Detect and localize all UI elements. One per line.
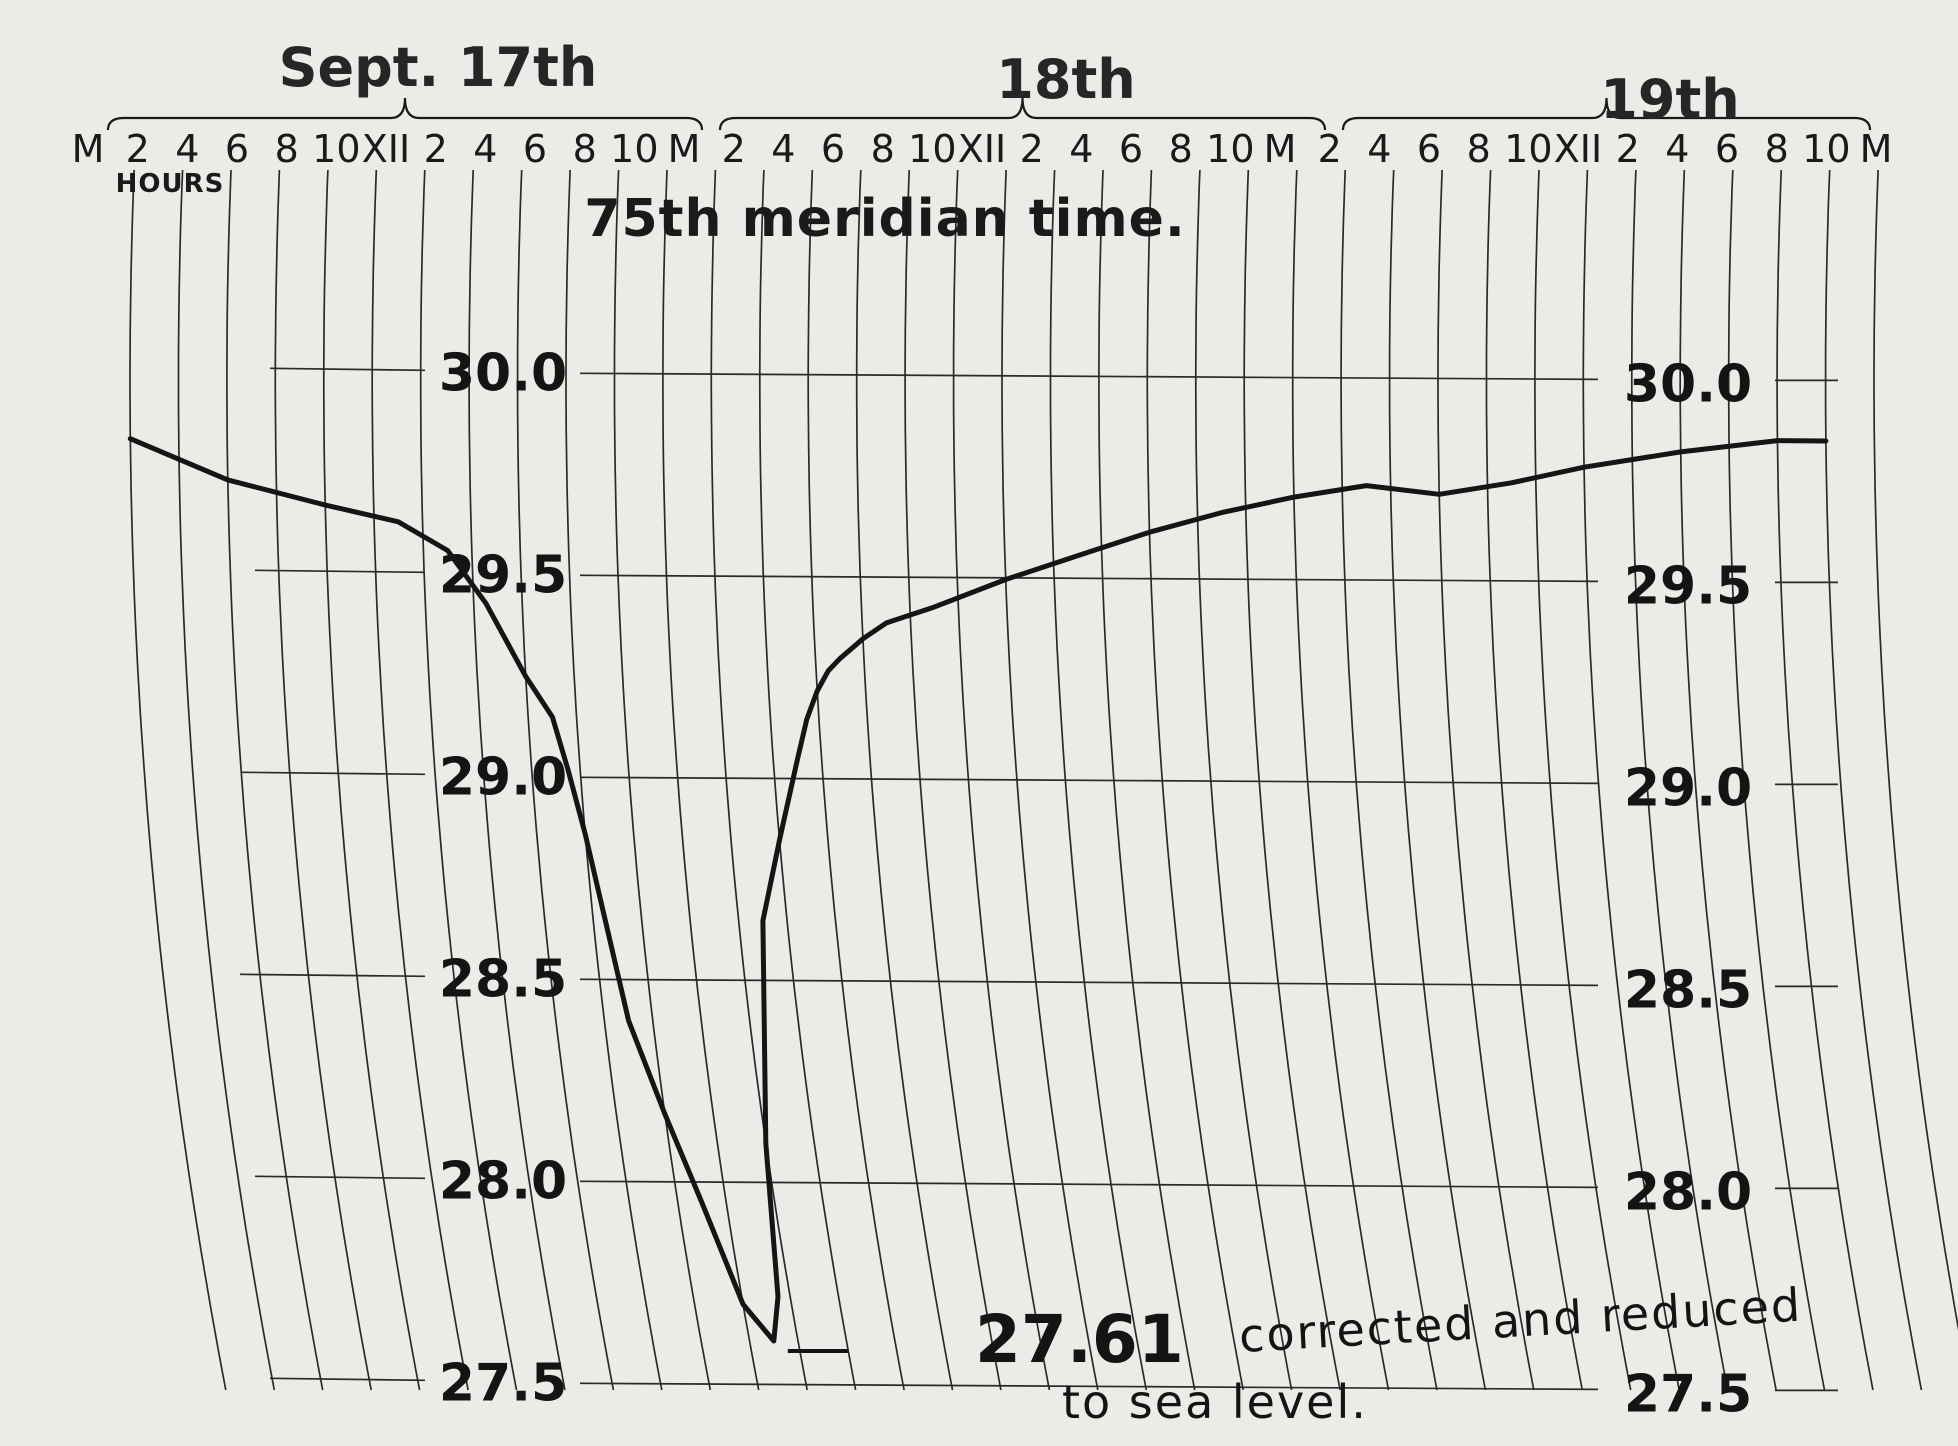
hour-label: 10 bbox=[610, 127, 658, 171]
pressure-gridline-30.0 bbox=[579, 372, 1599, 381]
y-tick-label-left: 28.0 bbox=[439, 1151, 567, 1211]
hour-label: 4 bbox=[473, 127, 497, 171]
hour-gridline-60 bbox=[1582, 169, 1681, 1391]
pressure-gridline-left-29.5 bbox=[254, 569, 426, 574]
y-tick-label-right: 27.5 bbox=[1624, 1364, 1752, 1424]
hour-gridline-12 bbox=[419, 169, 518, 1391]
hour-label: 2 bbox=[424, 127, 448, 171]
hour-gridline-46 bbox=[1243, 169, 1341, 1391]
hour-gridline-14 bbox=[468, 169, 566, 1391]
axis-labels: 27.5 27.5 28.0 28.0 28.5 28.5 29.0 29.0 29.5 29.5… bbox=[72, 36, 1893, 1424]
hour-gridline-2 bbox=[177, 169, 276, 1391]
grid bbox=[129, 169, 1958, 1392]
hour-label: 2 bbox=[1318, 127, 1342, 171]
hour-label: 4 bbox=[1069, 127, 1093, 171]
hour-label: 2 bbox=[1616, 127, 1640, 171]
hour-label: 4 bbox=[175, 127, 199, 171]
pressure-gridline-27.5 bbox=[579, 1382, 1599, 1391]
pressure-gridline-28.0 bbox=[579, 1180, 1599, 1189]
y-tick-label-right: 30.0 bbox=[1624, 354, 1752, 414]
hour-label: 8 bbox=[1467, 127, 1491, 171]
hour-gridline-70 bbox=[1824, 169, 1923, 1391]
hour-gridline-18 bbox=[565, 169, 663, 1391]
hour-gridline-26 bbox=[758, 169, 857, 1391]
day-label: 18th bbox=[996, 48, 1135, 111]
hour-gridline-72 bbox=[1873, 169, 1958, 1331]
hour-gridline-4 bbox=[226, 169, 324, 1391]
hour-label: XII bbox=[958, 127, 1006, 171]
y-tick-label-left: 30.0 bbox=[439, 343, 567, 403]
hour-label: 8 bbox=[275, 127, 299, 171]
y-tick-label-right: 28.0 bbox=[1624, 1162, 1752, 1222]
minimum-value-label: 27.61 bbox=[975, 1301, 1184, 1378]
x-axis-label: 75th meridian time. bbox=[584, 189, 1185, 249]
hour-label: 6 bbox=[1119, 127, 1143, 171]
hour-label: 8 bbox=[1169, 127, 1193, 171]
pressure-gridline-29.5 bbox=[579, 574, 1599, 583]
pressure-gridline-left-29.0 bbox=[241, 771, 426, 776]
pressure-gridline-left-27.5 bbox=[269, 1377, 426, 1382]
hour-gridline-16 bbox=[516, 169, 615, 1391]
hour-label: 6 bbox=[225, 127, 249, 171]
y-tick-label-left: 28.5 bbox=[439, 949, 567, 1009]
hour-gridline-0 bbox=[129, 169, 227, 1391]
day-brace bbox=[106, 97, 704, 131]
hour-gridline-64 bbox=[1679, 169, 1777, 1391]
hour-label: 10 bbox=[908, 127, 956, 171]
hour-label: 10 bbox=[1206, 127, 1254, 171]
hour-label: 6 bbox=[1715, 127, 1739, 171]
hour-label: M bbox=[1860, 127, 1893, 171]
y-tick-label-right: 28.5 bbox=[1624, 960, 1752, 1020]
hour-label: 2 bbox=[722, 127, 746, 171]
pressure-gridline-left-28.0 bbox=[254, 1175, 426, 1180]
hour-label: 6 bbox=[821, 127, 845, 171]
day-label: Sept. 17th bbox=[279, 36, 598, 99]
hour-label: 2 bbox=[126, 127, 150, 171]
y-tick-label-left: 29.0 bbox=[439, 747, 567, 807]
day-brace bbox=[1341, 97, 1872, 131]
y-tick-label-left: 29.5 bbox=[439, 545, 567, 605]
hour-gridline-10 bbox=[371, 169, 469, 1391]
pressure-gridline-left-28.5 bbox=[239, 973, 426, 978]
hour-label: M bbox=[668, 127, 701, 171]
hour-gridline-68 bbox=[1776, 169, 1874, 1391]
hour-gridline-28 bbox=[807, 169, 905, 1391]
hour-gridline-44 bbox=[1194, 169, 1293, 1391]
day-brace bbox=[718, 97, 1327, 131]
hour-label: 2 bbox=[1020, 127, 1044, 171]
hour-label: XII bbox=[362, 127, 410, 171]
hour-label: 8 bbox=[1765, 127, 1789, 171]
hour-label: 10 bbox=[312, 127, 360, 171]
x-unit-label: HOURS bbox=[116, 169, 225, 199]
hour-gridline-8 bbox=[322, 169, 421, 1391]
hour-label: XII bbox=[1554, 127, 1602, 171]
hour-label: 6 bbox=[523, 127, 547, 171]
pressure-line bbox=[127, 436, 1829, 1344]
hour-label: M bbox=[72, 127, 105, 171]
hour-gridline-6 bbox=[274, 169, 373, 1391]
hour-gridline-30 bbox=[855, 169, 954, 1391]
pressure-series bbox=[127, 436, 1829, 1344]
hour-label: 8 bbox=[573, 127, 597, 171]
hour-gridline-66 bbox=[1727, 169, 1826, 1391]
y-tick-label-left: 27.5 bbox=[439, 1353, 567, 1413]
y-tick-label-right: 29.5 bbox=[1624, 556, 1752, 616]
annotation-text: to sea level. bbox=[1062, 1375, 1368, 1429]
hour-label: 4 bbox=[1367, 127, 1391, 171]
hour-label: 4 bbox=[1665, 127, 1689, 171]
hour-gridline-62 bbox=[1630, 169, 1729, 1391]
hour-label: 4 bbox=[771, 127, 795, 171]
pressure-gridline-left-30.0 bbox=[269, 367, 426, 372]
hour-label: 6 bbox=[1417, 127, 1441, 171]
pressure-gridline-28.5 bbox=[579, 978, 1599, 987]
hour-label: M bbox=[1264, 127, 1297, 171]
hour-label: 10 bbox=[1504, 127, 1552, 171]
day-label: 19th bbox=[1600, 68, 1739, 131]
hour-label: 8 bbox=[871, 127, 895, 171]
pressure-gridline-29.0 bbox=[579, 776, 1599, 785]
day-braces bbox=[106, 97, 1872, 131]
y-tick-label-right: 29.0 bbox=[1624, 758, 1752, 818]
hour-label: 10 bbox=[1802, 127, 1850, 171]
